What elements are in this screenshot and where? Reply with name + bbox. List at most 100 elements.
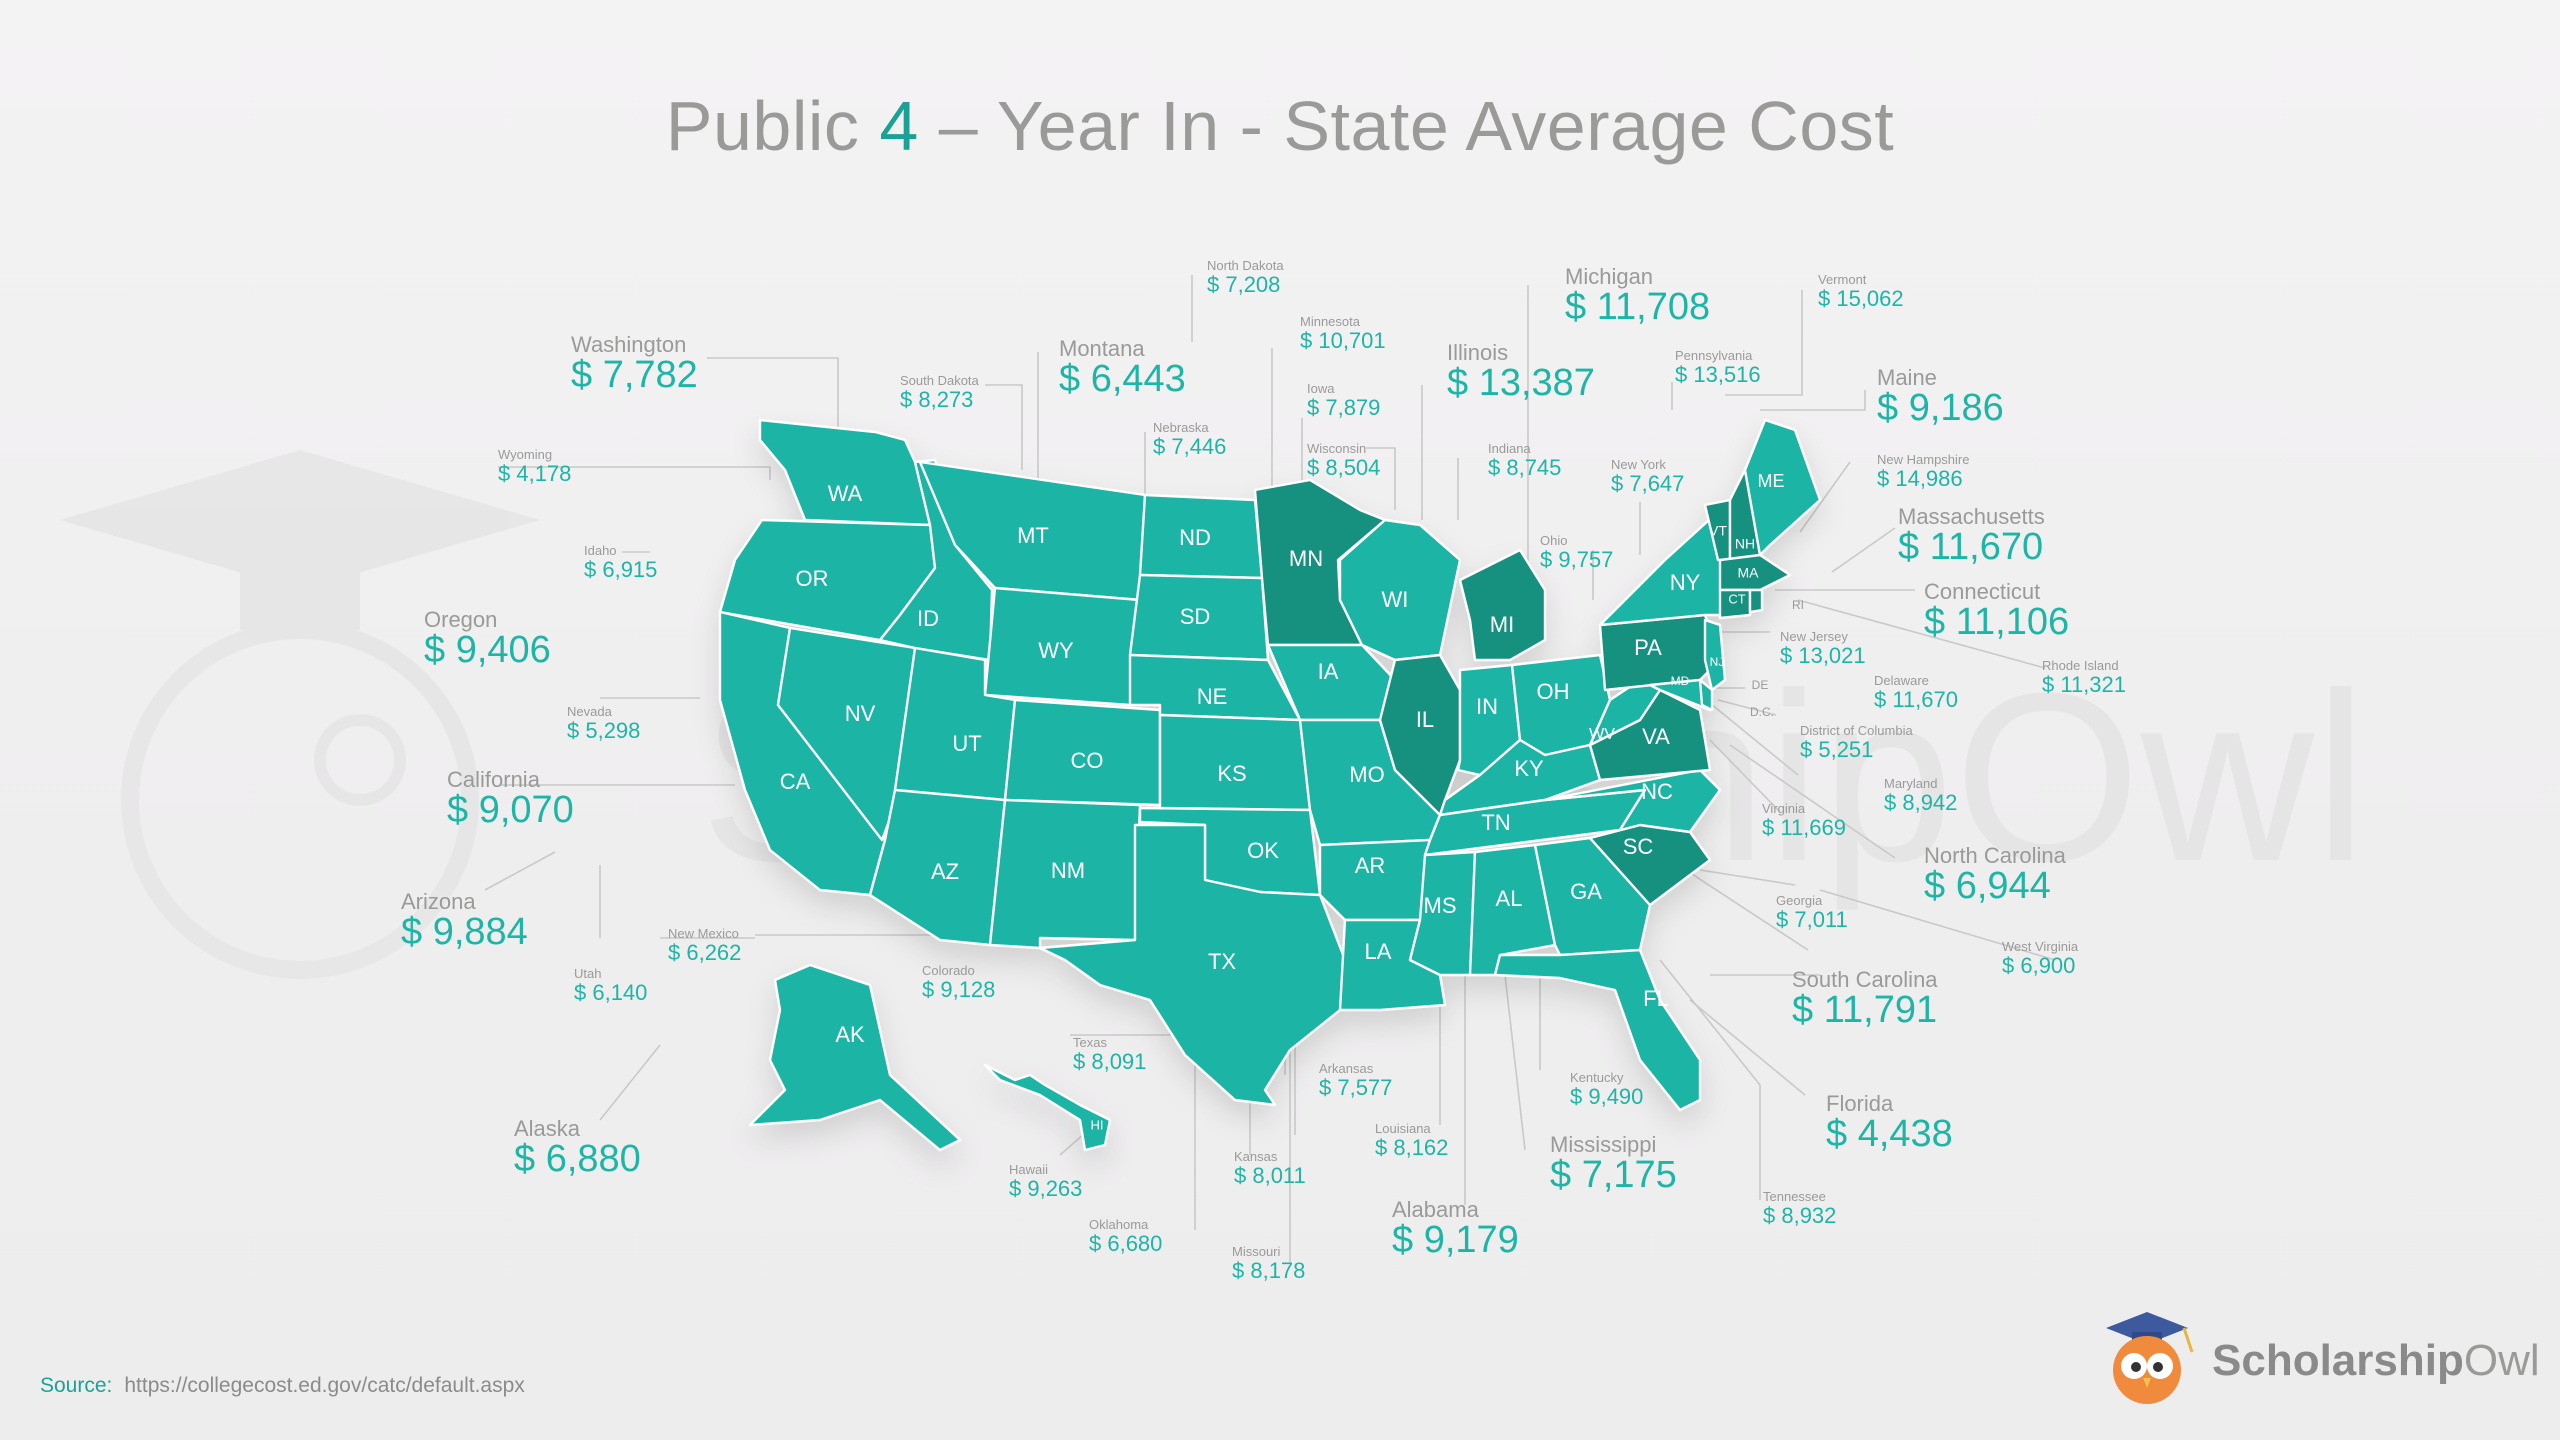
state-ri[interactable] bbox=[1748, 588, 1764, 614]
callout-alabama-name: Alabama bbox=[1392, 1197, 1479, 1222]
callout-florida-value: $ 4,438 bbox=[1826, 1113, 1953, 1156]
state-nm[interactable] bbox=[988, 798, 1142, 950]
callout-wyoming-value: $ 4,178 bbox=[498, 460, 572, 486]
label-nj: NJ bbox=[1710, 655, 1725, 669]
label-in: IN bbox=[1476, 694, 1498, 719]
callout-district-of-columbia-name: District of Columbia bbox=[1800, 723, 1913, 738]
brand-logo: ScholarshipOwl bbox=[2092, 1302, 2540, 1408]
callout-wyoming: Wyoming $ 4,178 bbox=[498, 448, 571, 485]
callout-arizona-value: $ 9,884 bbox=[401, 911, 528, 954]
callout-new-york-value: $ 7,647 bbox=[1611, 470, 1685, 496]
source-label: Source: bbox=[40, 1374, 113, 1397]
state-ct[interactable] bbox=[1718, 588, 1752, 620]
title-suffix: – Year In - State Average Cost bbox=[918, 87, 1895, 165]
label-ca: CA bbox=[780, 769, 811, 794]
callout-minnesota: Minnesota $ 10,701 bbox=[1300, 315, 1386, 352]
states-group bbox=[718, 418, 1822, 1152]
callout-hawaii-name: Hawaii bbox=[1009, 1162, 1049, 1177]
state-hi[interactable] bbox=[983, 1063, 1112, 1152]
label-ne: NE bbox=[1197, 684, 1228, 709]
state-wa[interactable] bbox=[758, 418, 932, 527]
callout-hawaii-value: $ 9,263 bbox=[1009, 1175, 1083, 1201]
source-url[interactable]: https://collegecost.ed.gov/catc/default.… bbox=[124, 1374, 525, 1397]
callout-michigan-value: $ 11,708 bbox=[1565, 286, 1711, 329]
callout-south-carolina-value: $ 11,791 bbox=[1792, 989, 1938, 1032]
label-ma: MA bbox=[1738, 565, 1760, 581]
callout-north-carolina-name: North Carolina bbox=[1924, 843, 2066, 868]
label-mi: MI bbox=[1490, 612, 1514, 637]
callout-tennessee-name: Tennessee bbox=[1763, 1189, 1826, 1204]
callout-pennsylvania: Pennsylvania $ 13,516 bbox=[1675, 349, 1761, 386]
callout-wisconsin-value: $ 8,504 bbox=[1307, 454, 1381, 480]
state-de[interactable] bbox=[1698, 678, 1714, 712]
callout-kentucky-name: Kentucky bbox=[1570, 1070, 1624, 1085]
label-wi: WI bbox=[1382, 587, 1409, 612]
callout-alaska-name: Alaska bbox=[514, 1116, 581, 1141]
callout-maryland-value: $ 8,942 bbox=[1884, 789, 1958, 815]
callout-new-jersey: New Jersey $ 13,021 bbox=[1780, 630, 1866, 667]
state-ak[interactable] bbox=[748, 963, 962, 1152]
callout-new-york-name: New York bbox=[1611, 457, 1666, 472]
callout-michigan: Michigan $ 11,708 bbox=[1565, 265, 1710, 328]
label-ut: UT bbox=[952, 731, 981, 756]
label-tn: TN bbox=[1481, 810, 1510, 835]
callout-california: California $ 9,070 bbox=[447, 768, 574, 831]
callout-maryland-name: Maryland bbox=[1884, 776, 1938, 791]
callout-new-mexico: New Mexico $ 6,262 bbox=[668, 927, 741, 964]
callout-alabama: Alabama $ 9,179 bbox=[1392, 1198, 1519, 1261]
callout-minnesota-name: Minnesota bbox=[1300, 314, 1360, 329]
callout-nebraska: Nebraska $ 7,446 bbox=[1153, 421, 1226, 458]
callout-texas-name: Texas bbox=[1073, 1035, 1107, 1050]
state-nc[interactable] bbox=[1543, 768, 1722, 840]
callout-idaho-name: Idaho bbox=[584, 543, 617, 558]
callout-north-dakota-name: North Dakota bbox=[1207, 258, 1284, 273]
owl-mascot-icon bbox=[2106, 1312, 2194, 1404]
callout-montana: Montana $ 6,443 bbox=[1059, 337, 1186, 400]
callout-north-carolina-value: $ 6,944 bbox=[1924, 865, 2051, 908]
state-fl[interactable] bbox=[1493, 948, 1702, 1112]
state-nj[interactable] bbox=[1703, 618, 1727, 692]
callout-virginia-name: Virginia bbox=[1762, 801, 1806, 816]
callout-missouri-value: $ 8,178 bbox=[1232, 1257, 1306, 1283]
callout-florida-name: Florida bbox=[1826, 1091, 1894, 1116]
callout-california-value: $ 9,070 bbox=[447, 789, 574, 832]
brand-word-2: Owl bbox=[2463, 1336, 2540, 1385]
callout-louisiana: Louisiana $ 8,162 bbox=[1375, 1122, 1448, 1159]
page-title: Public 4 – Year In - State Average Cost bbox=[0, 86, 2560, 166]
callout-new-york: New York $ 7,647 bbox=[1611, 458, 1684, 495]
callout-iowa-value: $ 7,879 bbox=[1307, 394, 1381, 420]
callout-pennsylvania-value: $ 13,516 bbox=[1675, 361, 1761, 387]
state-tx[interactable] bbox=[1038, 823, 1347, 1107]
callout-delaware-value: $ 11,670 bbox=[1874, 686, 1959, 712]
label-tx: TX bbox=[1208, 949, 1236, 974]
label-vt: VT bbox=[1709, 523, 1727, 539]
callout-nevada-value: $ 5,298 bbox=[567, 717, 641, 743]
callout-utah-value: $ 6,140 bbox=[574, 979, 648, 1005]
callout-texas-value: $ 8,091 bbox=[1073, 1048, 1147, 1074]
label-nc: NC bbox=[1641, 779, 1673, 804]
label-wa: WA bbox=[828, 481, 863, 506]
callout-virginia: Virginia $ 11,669 bbox=[1762, 802, 1846, 839]
label-dc: D.C. bbox=[1750, 705, 1774, 719]
label-ks: KS bbox=[1217, 761, 1246, 786]
label-wv: WV bbox=[1589, 726, 1615, 743]
callout-wisconsin: Wisconsin $ 8,504 bbox=[1307, 442, 1380, 479]
label-nh: NH bbox=[1735, 536, 1755, 552]
callout-iowa-name: Iowa bbox=[1307, 381, 1335, 396]
callout-california-name: California bbox=[447, 767, 540, 792]
callout-georgia-value: $ 7,011 bbox=[1776, 906, 1848, 932]
callout-nevada: Nevada $ 5,298 bbox=[567, 705, 640, 742]
callout-rhode-island-name: Rhode Island bbox=[2042, 658, 2119, 673]
callout-nebraska-value: $ 7,446 bbox=[1153, 433, 1227, 459]
callout-maine-name: Maine bbox=[1877, 365, 1937, 390]
callout-oregon-name: Oregon bbox=[424, 607, 498, 632]
callout-washington-name: Washington bbox=[571, 332, 687, 357]
callout-colorado: Colorado $ 9,128 bbox=[922, 964, 995, 1001]
callout-new-mexico-value: $ 6,262 bbox=[668, 939, 742, 965]
state-ma[interactable] bbox=[1718, 553, 1792, 592]
label-sc: SC bbox=[1623, 834, 1654, 859]
callout-kansas: Kansas $ 8,011 bbox=[1234, 1150, 1306, 1187]
state-mi[interactable] bbox=[1458, 548, 1547, 662]
callout-new-jersey-value: $ 13,021 bbox=[1780, 642, 1866, 668]
